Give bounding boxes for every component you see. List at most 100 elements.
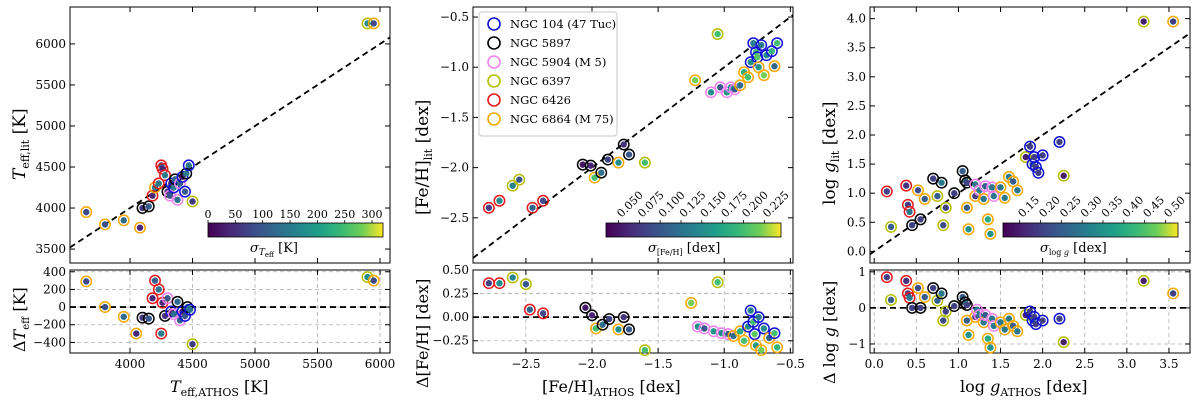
data-point <box>155 180 162 187</box>
data-point <box>1140 18 1147 25</box>
data-point <box>714 30 721 38</box>
data-point-ring <box>711 28 724 41</box>
data-point <box>120 217 127 224</box>
data-point <box>485 204 493 211</box>
data-point <box>1001 194 1008 202</box>
data-point-ring <box>182 159 195 172</box>
data-point-ring <box>99 301 111 314</box>
data-point <box>1169 290 1177 297</box>
data-point <box>159 299 166 306</box>
y-tick-label: 0.25 <box>442 287 469 301</box>
panel-logg-bottom: 0.0 0.5 1.0 1.5 2.0 2.5 3.0 3.5 −1 0 1 Δ log g [de… <box>820 265 1191 399</box>
panel-logg-top: 0.0 0.5 1.0 1.5 2.0 2.5 3.0 3.5 4.0 0.150.200.25… <box>820 6 1191 264</box>
data-point <box>768 47 776 55</box>
data-point <box>176 317 184 324</box>
data-point-ring <box>1137 274 1150 287</box>
data-point <box>740 69 748 76</box>
data-point-ring <box>903 205 916 218</box>
data-point <box>1039 317 1046 324</box>
data-point <box>183 170 190 177</box>
data-point <box>731 86 739 93</box>
data-point <box>485 280 493 287</box>
data-point <box>149 192 156 199</box>
data-point <box>1140 277 1147 285</box>
y-tick-label: 4.0 <box>847 12 866 26</box>
legend-marker <box>487 74 501 88</box>
y-tick-label: 0 <box>858 301 866 315</box>
data-point-ring <box>99 218 111 231</box>
data-point-ring <box>367 17 380 30</box>
data-point <box>620 141 627 148</box>
panel-teff-bottom: 4000 4500 5000 5500 6000 −400 −200 0 200 400 ΔTef… <box>10 265 395 399</box>
data-point-ring <box>130 327 143 340</box>
data-point <box>951 302 958 310</box>
data-point <box>83 208 90 216</box>
data-point-ring <box>748 328 761 341</box>
data-point-ring <box>523 303 536 316</box>
data-point <box>599 321 606 328</box>
data-point <box>965 226 972 233</box>
data-point <box>174 298 181 305</box>
data-point <box>101 221 109 228</box>
data-point-ring <box>986 181 999 194</box>
data-point-ring <box>771 341 784 354</box>
y-tick-label: 0.5 <box>847 215 866 229</box>
data-point <box>883 188 891 195</box>
y-tick-label: 6000 <box>35 37 66 51</box>
ylabel-feh-top: [Fe/H]lit [dex] <box>413 100 435 215</box>
x-tick-label: 2.0 <box>1033 357 1052 371</box>
colorbar-feh: 0.0500.0750.1000.1250.1500.1750.2000.225… <box>605 189 792 257</box>
data-point-ring <box>181 301 194 314</box>
y-tick-label: 5000 <box>35 119 66 133</box>
colorbar-tick-label: 100 <box>252 208 273 221</box>
data-point-ring <box>768 60 781 73</box>
x-tick-label: −1.5 <box>644 357 673 371</box>
y-tick-label: 0.50 <box>442 263 469 277</box>
data-point <box>185 162 192 169</box>
data-point-ring <box>590 322 602 335</box>
panel-feh-top-frame <box>472 6 794 264</box>
colorbar-logg-label: σlog g [dex] <box>1040 241 1107 257</box>
data-point <box>1001 326 1008 333</box>
x-tick-label: 4500 <box>177 357 208 371</box>
y-tick-label: −2.5 <box>440 211 469 225</box>
y-tick-label: 0.0 <box>847 244 866 258</box>
data-point-ring <box>689 74 702 87</box>
data-point-ring <box>584 159 597 172</box>
data-point <box>701 325 708 332</box>
panel-teff-bottom-frame <box>69 269 391 354</box>
data-point <box>987 344 994 351</box>
data-point-ring <box>482 201 495 214</box>
data-point <box>615 326 622 333</box>
data-point <box>710 328 717 335</box>
data-point <box>760 325 768 332</box>
data-point-ring <box>984 227 997 240</box>
data-point-ring <box>184 303 196 316</box>
data-point <box>914 284 922 292</box>
data-point-ring <box>1029 318 1042 331</box>
data-point <box>620 313 627 321</box>
x-tick-label: 5000 <box>240 357 271 371</box>
panel-teff-top: 3500 4000 4500 5000 5500 6000 0 50 100 150 200 250… <box>10 6 391 264</box>
colorbar-feh-bar <box>605 222 782 238</box>
y-tick-label: −2.0 <box>440 161 469 175</box>
data-point-ring <box>738 334 751 347</box>
data-point <box>750 39 757 47</box>
data-point-ring <box>493 277 506 290</box>
data-point-ring <box>186 195 199 208</box>
data-point <box>951 189 958 197</box>
data-point-ring <box>1057 336 1070 349</box>
data-point <box>625 326 633 333</box>
data-point-ring <box>755 39 768 52</box>
data-point <box>1022 153 1029 161</box>
data-point <box>83 278 90 285</box>
one-to-one-line <box>69 36 391 249</box>
data-point-ring <box>80 206 93 219</box>
data-point-ring <box>623 148 635 161</box>
data-point-ring <box>935 287 948 300</box>
data-point-ring <box>918 193 931 205</box>
data-point-ring <box>768 327 781 340</box>
data-point-ring <box>960 176 973 189</box>
data-point <box>1169 18 1177 25</box>
